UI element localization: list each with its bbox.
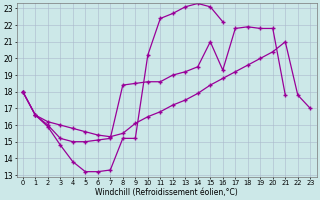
X-axis label: Windchill (Refroidissement éolien,°C): Windchill (Refroidissement éolien,°C) [95,188,238,197]
